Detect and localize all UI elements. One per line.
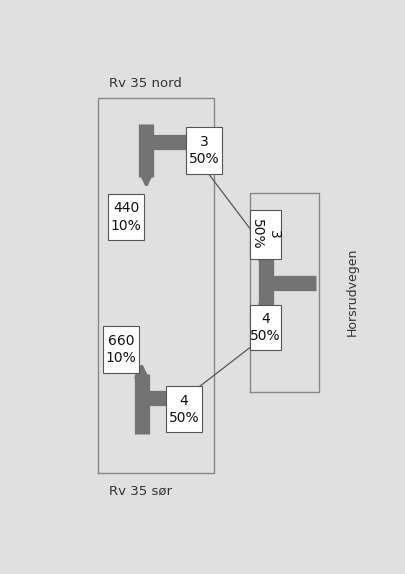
FancyBboxPatch shape [186, 127, 222, 174]
Text: Rv 35 sør: Rv 35 sør [109, 484, 172, 497]
FancyBboxPatch shape [166, 386, 202, 432]
Text: 4
50%: 4 50% [169, 394, 199, 425]
Text: Rv 35 nord: Rv 35 nord [109, 77, 181, 90]
Text: Horsrudvegen: Horsrudvegen [345, 248, 358, 336]
FancyBboxPatch shape [103, 327, 139, 373]
Text: 3
50%: 3 50% [250, 219, 281, 250]
FancyBboxPatch shape [250, 210, 281, 259]
FancyBboxPatch shape [250, 305, 281, 350]
FancyBboxPatch shape [108, 194, 144, 240]
Text: 4
50%: 4 50% [250, 312, 281, 343]
Text: 3
50%: 3 50% [189, 135, 220, 166]
Text: 440
10%: 440 10% [111, 201, 141, 232]
Text: 660
10%: 660 10% [106, 334, 136, 365]
